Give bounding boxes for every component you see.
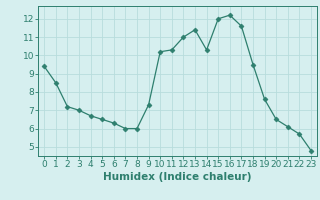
X-axis label: Humidex (Indice chaleur): Humidex (Indice chaleur) xyxy=(103,172,252,182)
